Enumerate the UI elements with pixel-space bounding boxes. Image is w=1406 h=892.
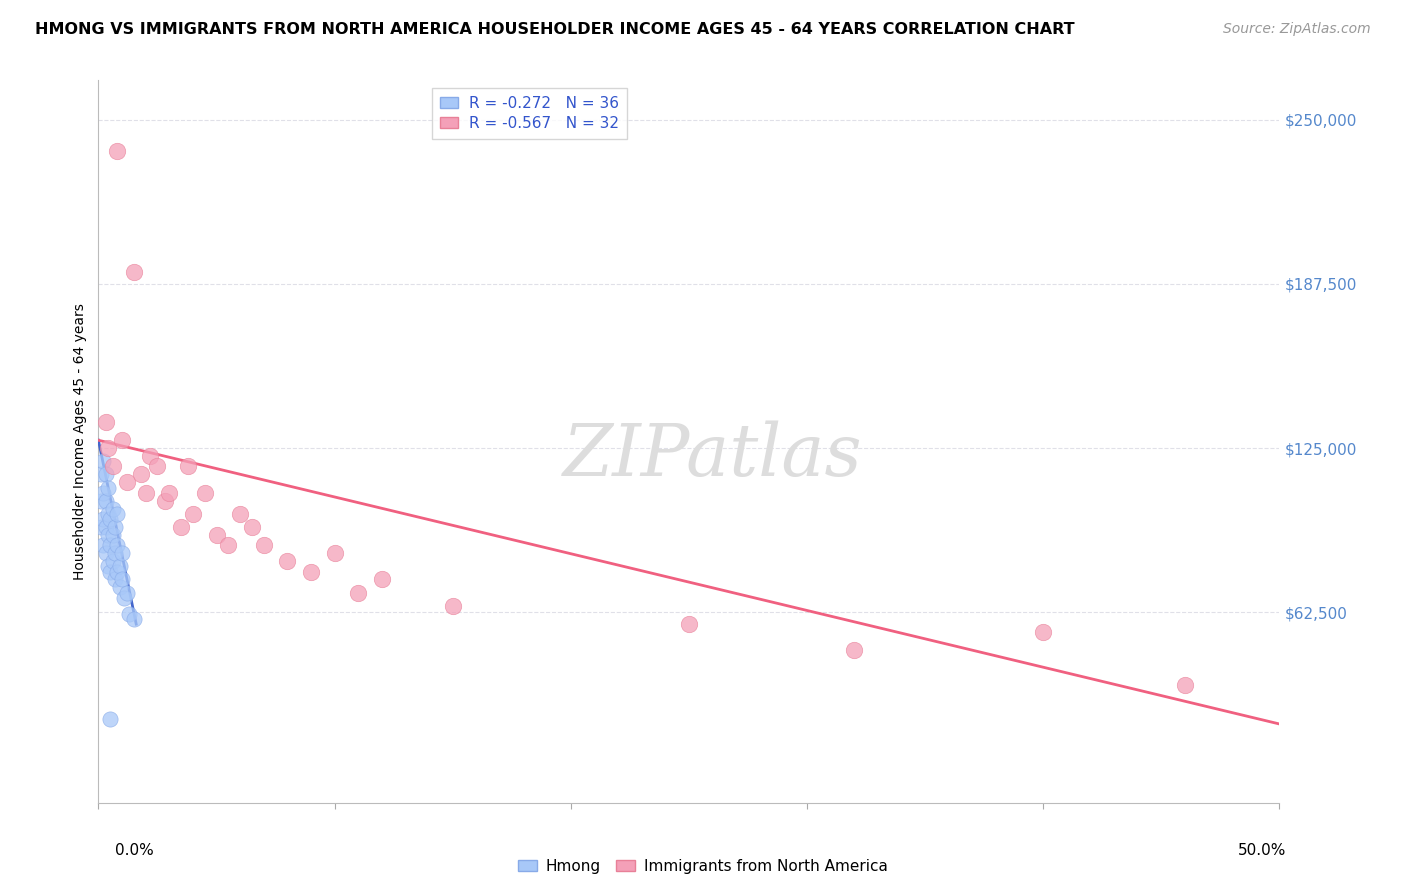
Point	[94, 415, 117, 429]
Point	[94, 546, 117, 560]
Point	[177, 459, 200, 474]
Point	[91, 512, 114, 526]
Point	[112, 591, 135, 605]
Point	[170, 520, 193, 534]
Point	[94, 520, 117, 534]
Text: 0.0%: 0.0%	[115, 843, 155, 858]
Point	[146, 459, 169, 474]
Point	[844, 643, 866, 657]
Point	[253, 538, 276, 552]
Point	[91, 485, 114, 500]
Point	[240, 520, 263, 534]
Point	[97, 559, 120, 574]
Legend: R = -0.272   N = 36, R = -0.567   N = 32: R = -0.272 N = 36, R = -0.567 N = 32	[433, 88, 627, 138]
Point	[97, 481, 120, 495]
Point	[1032, 625, 1054, 640]
Point	[299, 565, 322, 579]
Point	[678, 617, 700, 632]
Point	[90, 467, 112, 482]
Point	[91, 454, 114, 468]
Point	[108, 580, 131, 594]
Point	[91, 538, 114, 552]
Point	[94, 493, 117, 508]
Point	[135, 485, 157, 500]
Point	[104, 520, 127, 534]
Point	[115, 585, 138, 599]
Point	[108, 559, 131, 574]
Point	[101, 501, 124, 516]
Point	[97, 441, 120, 455]
Point	[105, 145, 128, 159]
Point	[101, 554, 124, 568]
Point	[98, 512, 121, 526]
Point	[217, 538, 239, 552]
Point	[111, 573, 134, 587]
Text: HMONG VS IMMIGRANTS FROM NORTH AMERICA HOUSEHOLDER INCOME AGES 45 - 64 YEARS COR: HMONG VS IMMIGRANTS FROM NORTH AMERICA H…	[35, 22, 1074, 37]
Point	[115, 475, 138, 490]
Point	[98, 538, 121, 552]
Point	[97, 507, 120, 521]
Legend: Hmong, Immigrants from North America: Hmong, Immigrants from North America	[512, 853, 894, 880]
Point	[229, 507, 252, 521]
Y-axis label: Householder Income Ages 45 - 64 years: Householder Income Ages 45 - 64 years	[73, 303, 87, 580]
Point	[101, 528, 124, 542]
Point	[276, 554, 298, 568]
Text: ZIPatlas: ZIPatlas	[562, 421, 862, 491]
Point	[111, 434, 134, 448]
Point	[94, 467, 117, 482]
Point	[1174, 677, 1197, 691]
Point	[105, 507, 128, 521]
Point	[153, 493, 176, 508]
Text: 50.0%: 50.0%	[1239, 843, 1286, 858]
Point	[111, 546, 134, 560]
Point	[323, 546, 346, 560]
Point	[90, 493, 112, 508]
Point	[371, 573, 394, 587]
Point	[157, 485, 180, 500]
Point	[98, 712, 121, 726]
Text: Source: ZipAtlas.com: Source: ZipAtlas.com	[1223, 22, 1371, 37]
Point	[205, 528, 228, 542]
Point	[118, 607, 141, 621]
Point	[194, 485, 217, 500]
Point	[105, 565, 128, 579]
Point	[104, 546, 127, 560]
Point	[90, 520, 112, 534]
Point	[139, 449, 162, 463]
Point	[347, 585, 370, 599]
Point	[122, 612, 145, 626]
Point	[105, 538, 128, 552]
Point	[101, 459, 124, 474]
Point	[104, 573, 127, 587]
Point	[129, 467, 152, 482]
Point	[97, 528, 120, 542]
Point	[122, 265, 145, 279]
Point	[181, 507, 204, 521]
Point	[98, 565, 121, 579]
Point	[441, 599, 464, 613]
